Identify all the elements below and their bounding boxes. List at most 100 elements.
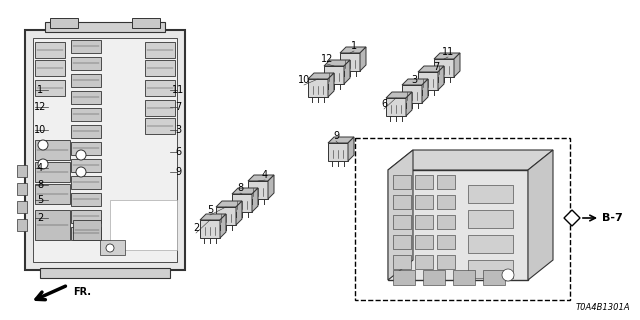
Bar [35,184,70,204]
Polygon shape [328,137,354,143]
Bar [468,260,513,278]
Bar [33,38,177,262]
Bar [145,118,175,134]
Polygon shape [236,201,242,225]
Circle shape [502,269,514,281]
Polygon shape [200,220,220,238]
Bar [393,255,411,269]
Bar [25,30,185,270]
Bar [35,140,70,160]
Polygon shape [216,201,242,207]
Polygon shape [220,214,226,238]
Text: 11: 11 [442,47,454,57]
Text: 6: 6 [175,147,181,157]
Text: 10: 10 [34,125,46,135]
Bar [17,165,27,177]
Polygon shape [200,214,226,220]
Text: 3: 3 [411,75,417,85]
Polygon shape [340,53,360,71]
Polygon shape [308,73,334,79]
Bar [145,42,175,58]
Bar [71,142,101,155]
Bar [393,195,411,209]
Polygon shape [324,60,350,66]
Text: 9: 9 [333,131,339,141]
Text: 7: 7 [175,102,181,112]
Polygon shape [216,207,236,225]
Bar [393,235,411,249]
Bar [35,42,65,58]
Polygon shape [360,47,366,71]
Polygon shape [252,188,258,212]
Bar [71,227,101,240]
Text: 3: 3 [175,125,181,135]
Text: 11: 11 [172,85,184,95]
Circle shape [76,167,86,177]
Polygon shape [386,92,412,98]
Bar [415,195,433,209]
Polygon shape [438,66,444,90]
Bar [437,215,455,229]
Polygon shape [344,60,350,84]
Polygon shape [564,210,580,226]
Polygon shape [248,175,274,181]
Bar [50,18,78,28]
Text: 4: 4 [37,163,43,173]
Polygon shape [324,66,344,84]
Polygon shape [402,85,422,103]
Bar [437,235,455,249]
Polygon shape [434,53,460,59]
Bar [45,22,165,32]
Polygon shape [248,181,268,199]
Bar [145,60,175,76]
Bar [110,200,177,250]
Bar [423,270,445,285]
Bar [415,215,433,229]
Text: 12: 12 [34,102,46,112]
Polygon shape [406,92,412,116]
Bar [355,138,570,300]
Bar [437,175,455,189]
Bar [415,255,433,269]
Bar [17,183,27,195]
Text: 7: 7 [433,62,439,72]
Bar [393,270,415,285]
Bar [145,80,175,96]
Bar [71,91,101,104]
Text: 6: 6 [381,99,387,109]
Bar [393,215,411,229]
Polygon shape [232,194,252,212]
Bar [71,40,101,53]
Polygon shape [434,59,454,77]
Bar [100,240,125,255]
Text: T0A4B1301A: T0A4B1301A [575,303,630,312]
Polygon shape [388,170,528,280]
Bar [71,193,101,206]
Bar [437,255,455,269]
Text: 8: 8 [37,180,43,190]
Polygon shape [308,79,328,97]
Polygon shape [340,47,366,53]
Polygon shape [402,79,428,85]
Circle shape [38,140,48,150]
Text: 4: 4 [262,170,268,180]
Bar [71,108,101,121]
Polygon shape [328,73,334,97]
Bar [71,125,101,138]
Text: 2: 2 [193,223,199,233]
Polygon shape [418,72,438,90]
Text: 10: 10 [298,75,310,85]
Polygon shape [528,150,553,280]
Bar [71,57,101,70]
Bar [415,175,433,189]
Polygon shape [422,79,428,103]
Bar [35,60,65,76]
Text: 5: 5 [37,195,43,205]
Text: 2: 2 [37,213,43,223]
Polygon shape [388,150,413,280]
Bar [468,210,513,228]
Bar [35,162,70,182]
Polygon shape [232,188,258,194]
Bar [17,201,27,213]
Bar [483,270,505,285]
